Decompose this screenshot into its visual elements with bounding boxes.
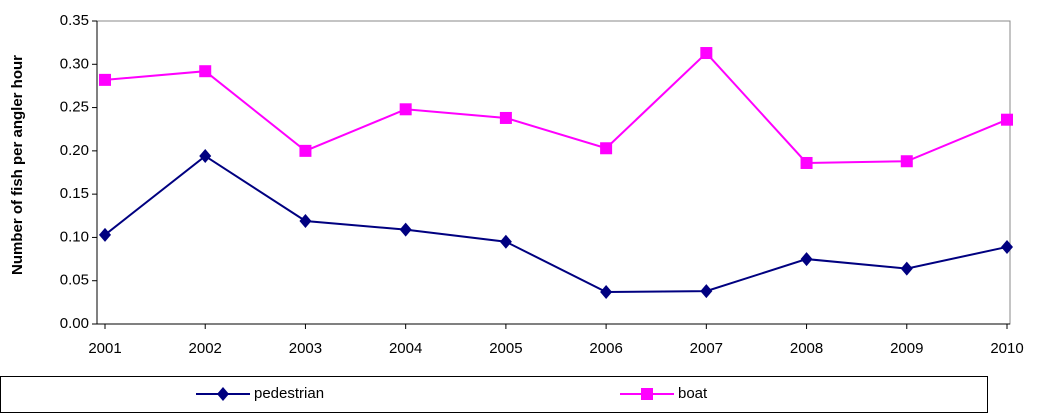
marker [299,213,312,228]
marker [99,73,111,86]
x-tick-label: 2004 [389,340,422,357]
marker [600,284,613,299]
plot-frame [96,20,1011,325]
legend-label: boat [678,385,708,402]
x-tick-label: 2003 [289,340,322,357]
marker [499,234,512,249]
marker [900,261,913,276]
y-tick-label: 0.00 [60,315,89,332]
marker [900,155,913,168]
y-axis-label: Number of fish per angler hour [9,55,26,275]
y-tick-label: 0.30 [60,55,89,72]
marker [800,156,813,169]
y-tick-label: 0.15 [60,185,89,202]
x-tick-label: 2010 [990,340,1023,357]
marker [399,103,412,116]
x-tick-label: 2002 [189,340,222,357]
marker [1001,239,1013,254]
marker [800,252,813,267]
x-tick-label: 2005 [489,340,522,357]
y-tick-label: 0.10 [60,228,89,245]
marker [199,149,212,164]
x-tick-label: 2007 [690,340,723,357]
marker [217,387,229,401]
marker [499,111,512,124]
x-tick-label: 2008 [790,340,823,357]
y-tick-label: 0.20 [60,142,89,159]
x-tick-label: 2001 [88,340,121,357]
y-tick-label: 0.05 [60,272,89,289]
series-line [104,51,1008,164]
marker [199,65,212,78]
marker [700,284,713,299]
marker [399,222,412,237]
x-tick-label: 2006 [589,340,622,357]
marker [99,227,111,242]
marker [299,144,312,157]
marker [1001,113,1013,126]
legend-box [0,376,988,413]
y-tick-label: 0.25 [60,99,89,116]
marker [600,142,613,155]
marker [700,47,713,60]
x-tick-label: 2009 [890,340,923,357]
marker [641,388,653,400]
y-tick-label: 0.35 [60,12,89,29]
series-line [104,154,1008,293]
legend-label: pedestrian [254,385,324,402]
